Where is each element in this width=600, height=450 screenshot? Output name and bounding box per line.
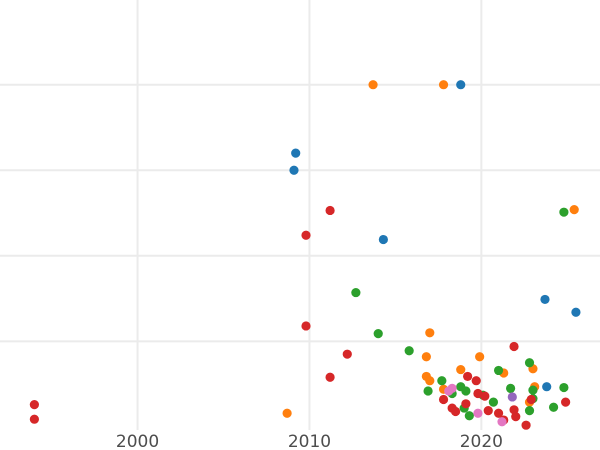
data-point [464,411,474,421]
data-point [404,346,414,356]
data-point [542,382,552,392]
data-point [438,394,449,405]
data-point [378,234,388,245]
data-point [559,382,569,393]
data-point [29,400,39,410]
data-point [524,406,535,416]
data-point [483,406,493,416]
data-point [368,80,378,90]
x-tick-label: 2020 [460,432,503,450]
data-point [463,371,473,382]
data-point [351,287,361,298]
data-point [497,417,507,427]
data-point [511,412,521,422]
data-point [423,386,433,396]
data-point [569,205,579,215]
gridlines [0,0,600,430]
data-point [425,328,435,338]
data-point [456,80,466,90]
data-point [493,365,504,376]
data-point [282,408,292,418]
data-point [528,385,538,395]
data-point [325,372,335,382]
data-point [301,230,311,240]
data-point [325,205,335,216]
data-point [561,397,571,407]
data-points [29,80,581,430]
data-point [540,294,550,305]
data-point [488,397,499,407]
data-point [301,321,311,331]
x-tick-label: 2010 [288,432,331,450]
data-point [421,352,431,362]
data-point [524,358,535,368]
data-point [526,394,536,405]
data-point [438,80,449,90]
x-tick-label: 2000 [116,432,159,450]
data-point [450,406,461,417]
data-point [461,399,471,409]
data-point [548,402,559,412]
data-point [506,383,516,394]
data-point [473,408,483,418]
data-point [437,376,447,386]
data-point [475,352,485,362]
data-point [456,364,466,375]
data-point [425,376,435,386]
data-point [493,408,504,418]
x-axis-ticks: 2000 2010 2020 [116,432,503,450]
data-point [461,386,471,396]
data-point [509,341,519,352]
data-point [444,386,454,396]
data-point [521,420,531,430]
data-point [29,414,39,424]
data-point [289,165,299,175]
data-point [480,391,490,401]
data-point [559,207,569,217]
data-point [342,349,352,359]
data-point [571,307,581,317]
data-point [373,329,383,339]
data-point [291,148,301,158]
data-point [507,392,517,402]
data-point [471,376,481,386]
